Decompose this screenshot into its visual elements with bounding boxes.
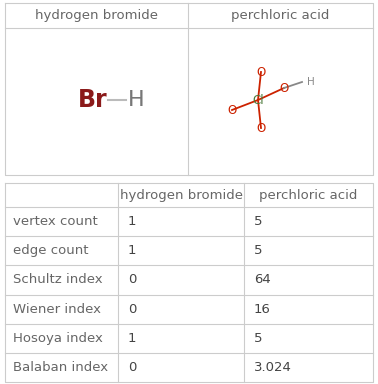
Text: hydrogen bromide: hydrogen bromide	[35, 9, 158, 22]
Text: 5: 5	[254, 244, 262, 257]
Text: 0: 0	[128, 273, 136, 286]
Text: edge count: edge count	[13, 244, 88, 257]
Text: Schultz index: Schultz index	[13, 273, 102, 286]
Text: 1: 1	[128, 244, 136, 257]
Text: Balaban index: Balaban index	[13, 361, 108, 374]
Text: 1: 1	[128, 332, 136, 345]
Text: Wiener index: Wiener index	[13, 303, 101, 316]
Text: H: H	[128, 90, 145, 110]
Text: Cl: Cl	[252, 93, 264, 106]
Text: H: H	[307, 77, 315, 87]
Text: 0: 0	[128, 361, 136, 374]
Text: O: O	[228, 104, 237, 116]
Text: 0: 0	[128, 303, 136, 316]
Text: O: O	[256, 121, 266, 134]
Text: vertex count: vertex count	[13, 215, 98, 228]
Text: 5: 5	[254, 215, 262, 228]
Text: perchloric acid: perchloric acid	[259, 189, 358, 202]
Text: 5: 5	[254, 332, 262, 345]
Text: Br: Br	[78, 88, 108, 112]
Text: hydrogen bromide: hydrogen bromide	[119, 189, 243, 202]
Text: 1: 1	[128, 215, 136, 228]
Text: 64: 64	[254, 273, 271, 286]
Text: O: O	[256, 66, 266, 78]
Text: 3.024: 3.024	[254, 361, 292, 374]
Text: 16: 16	[254, 303, 271, 316]
Text: Hosoya index: Hosoya index	[13, 332, 103, 345]
Text: perchloric acid: perchloric acid	[231, 9, 330, 22]
Text: O: O	[279, 81, 289, 94]
